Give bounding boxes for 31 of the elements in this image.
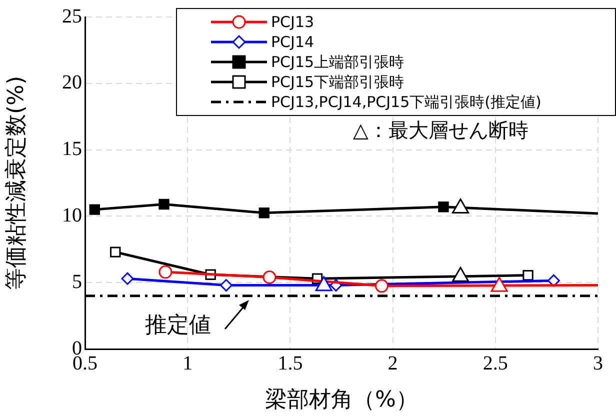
x-tick-label: 2 (388, 352, 398, 374)
x-tick-label: 2.5 (482, 352, 508, 374)
point (374, 279, 388, 293)
legend-label: PCJ13 (271, 12, 314, 32)
x-axis-title: 梁部材角（%） (265, 388, 418, 413)
point (110, 246, 121, 258)
point (158, 198, 170, 210)
y-tick-label: 10 (62, 204, 82, 226)
x-tick-label: 1.5 (278, 352, 303, 374)
point (438, 202, 449, 212)
point (258, 208, 270, 218)
legend-label: PCJ14 (271, 32, 314, 52)
point (262, 270, 276, 284)
legend-label: PCJ13,PCJ14,PCJ15下端引張時(推定値) (271, 92, 542, 112)
y-tick-label: 15 (62, 138, 82, 160)
point (522, 270, 534, 281)
point (121, 272, 134, 285)
x-tick-label: 1 (182, 352, 193, 374)
point (89, 204, 100, 215)
point (158, 265, 172, 279)
legend-label: PCJ15下端部引張時 (271, 72, 404, 92)
legend-label: PCJ15上端部引張時 (271, 52, 404, 72)
x-tick-label: 3 (593, 352, 603, 374)
point (220, 279, 232, 292)
y-tick-label: 20 (62, 72, 82, 94)
y-tick-label: 25 (62, 5, 82, 28)
point (547, 274, 560, 287)
y-axis-title: 等価粘性減衰定数(%) (4, 76, 29, 290)
annotation: 推定値 (145, 312, 212, 340)
y-tick-label: 5 (72, 270, 82, 293)
annotation: △：最大層せん断時 (353, 117, 528, 144)
